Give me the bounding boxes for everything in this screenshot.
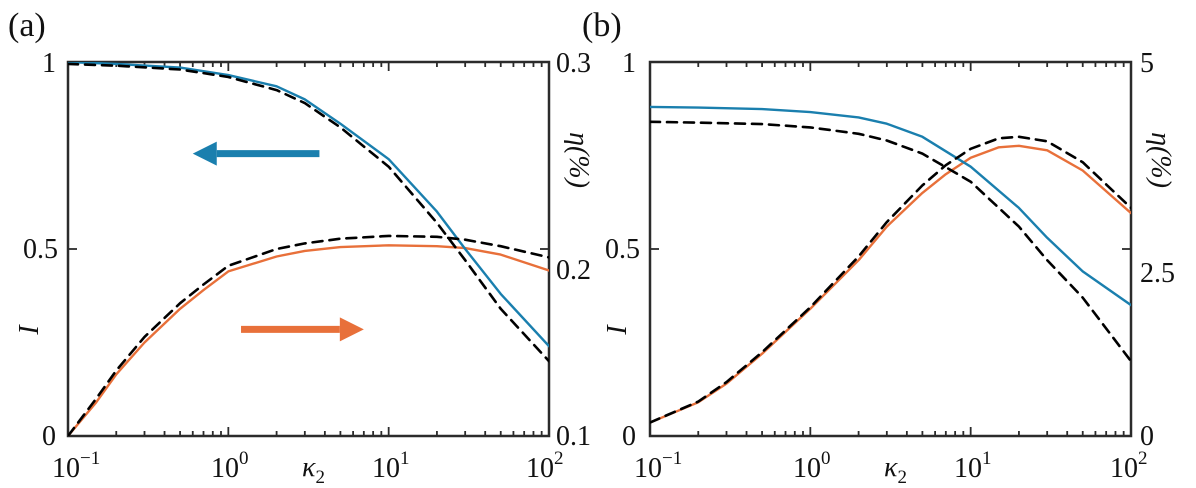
panel-b-left-tick-label: 1 (622, 48, 636, 79)
panel-b-left-axis-label: I (602, 324, 633, 336)
panel-a-right-tick-label: 0.1 (556, 421, 591, 452)
panel-label-b: (b) (582, 7, 622, 44)
panel-a-x-tick-label: 100 (211, 448, 249, 484)
panel-b-curves (650, 105, 1131, 424)
panel-a-right-tick-label: 0.2 (556, 255, 591, 286)
panel-b-x-tick-label: 10−1 (634, 448, 682, 484)
panel-a-minor-ticks (67, 61, 550, 437)
panel-b-right-tick-label: 5 (1140, 48, 1154, 79)
panel-a-plot-frame (66, 60, 551, 438)
panel-a-right-tick-label: 0.3 (556, 48, 591, 79)
panel-b-series-intensity-dashed (650, 120, 1131, 363)
panel-a-left-tick-label: 1 (42, 48, 56, 79)
panel-b: (b) 0 0.5 1 I 0 2.5 5 η(%) 10−1 100 101 … (582, 7, 1176, 488)
panel-b-right-tick-label: 2.5 (1140, 258, 1175, 289)
panel-a-x-tick-label: 10−1 (52, 448, 100, 484)
panel-a-arrows (192, 141, 364, 342)
panel-a-x-tick-label: 102 (526, 448, 564, 484)
panel-a-right-axis-label: η(%) (563, 132, 594, 188)
panel-a-series-intensity-solid (68, 62, 549, 348)
panel-b-x-tick-label: 101 (954, 448, 992, 484)
panel-b-minor-ticks (649, 61, 1132, 437)
left-axis-arrow-head (192, 141, 217, 166)
panel-b-series-efficiency-solid (650, 144, 1131, 424)
panel-b-left-tick-label: 0 (622, 421, 636, 452)
panel-label-a: (a) (8, 7, 46, 44)
panel-a: (a) 0 0.5 1 I 0.1 0.2 0.3 η(%) 10−1 100 … (8, 7, 594, 488)
panel-a-series-efficiency-dashed (68, 234, 549, 436)
panel-b-x-tick-label: 102 (1110, 448, 1148, 484)
panel-a-series-intensity-dashed (68, 62, 549, 363)
panel-b-x-tick-label: 100 (793, 448, 831, 484)
panel-b-x-axis-label: κ2 (884, 452, 907, 488)
panel-a-curves (68, 62, 549, 436)
panel-b-series-efficiency-dashed (650, 135, 1131, 424)
panel-a-left-tick-label: 0.5 (23, 234, 58, 265)
panel-a-x-tick-label: 101 (372, 448, 410, 484)
panel-b-right-axis-label: η(%) (1145, 132, 1176, 188)
panel-a-x-axis-label: κ2 (302, 452, 325, 488)
panel-b-right-tick-label: 0 (1140, 421, 1154, 452)
right-axis-arrow-head (339, 317, 364, 342)
panel-a-left-axis-label: I (14, 324, 45, 336)
panel-a-left-tick-label: 0 (42, 421, 56, 452)
panel-b-left-tick-label: 0.5 (605, 234, 640, 265)
panel-b-series-intensity-solid (650, 105, 1131, 307)
